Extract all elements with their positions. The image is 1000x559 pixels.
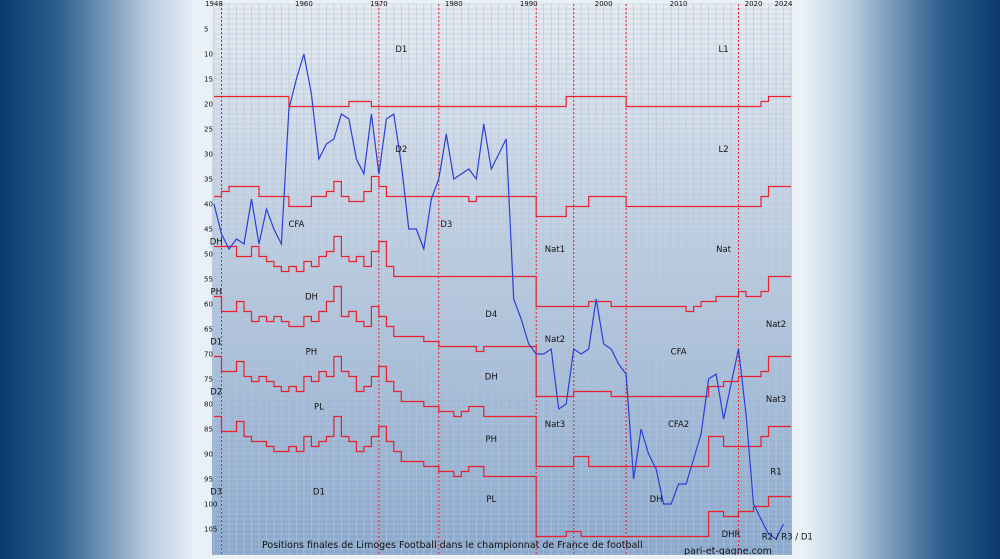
x-tick-label: 2010 [670, 0, 688, 8]
x-tick-label: 2000 [595, 0, 613, 8]
boundary-line [214, 285, 791, 398]
level-label: DH [485, 373, 498, 383]
level-label: Nat1 [545, 245, 565, 255]
level-label: R2 / R3 / D1 [762, 533, 813, 543]
level-label: CFA2 [668, 420, 689, 430]
y-tick-label: 75 [204, 376, 213, 384]
level-label: PL [314, 403, 324, 413]
level-label: D2 [395, 145, 407, 155]
x-tick-label: 2024 [775, 0, 793, 8]
level-label: DH [650, 495, 663, 505]
level-label: L2 [718, 145, 728, 155]
y-tick-label: 85 [204, 426, 213, 434]
x-tick-label: 1980 [445, 0, 463, 8]
y-tick-label: 50 [204, 251, 213, 259]
chart-title: Positions finales de Limoges Football da… [262, 540, 643, 551]
y-tick-label: 40 [204, 201, 213, 209]
boundary-line [214, 175, 791, 218]
level-label: Nat3 [545, 420, 565, 430]
level-label: Nat2 [545, 335, 565, 345]
league-boundaries [214, 95, 791, 538]
chart-source: pari-et-gagne.com [684, 546, 772, 555]
level-label: Nat [716, 245, 732, 255]
level-label: Nat2 [766, 320, 786, 330]
x-tick-label: 1960 [295, 0, 313, 8]
level-label: R1 [770, 468, 781, 478]
level-label: D3 [440, 220, 452, 230]
boundary-line [214, 235, 791, 313]
y-tick-label: 30 [204, 151, 213, 159]
level-label: D1 [210, 338, 222, 348]
level-label: Nat3 [766, 395, 786, 405]
level-label: PH [485, 435, 497, 445]
y-axis-ticks: 5 10 15 20 25 30 35 40 45 50 55 60 65 70 75 80 85 90 95 100… [204, 26, 217, 534]
x-tick-label: 1948 [205, 0, 223, 8]
y-tick-label: 45 [204, 226, 213, 234]
level-label: D3 [210, 488, 222, 498]
y-tick-label: 80 [204, 401, 213, 409]
x-tick-label: 2020 [745, 0, 763, 8]
level-label: CFA [288, 220, 304, 230]
level-label: PH [210, 288, 222, 298]
level-label: DH [210, 238, 223, 248]
level-label: D2 [210, 388, 222, 398]
level-label: D1 [395, 45, 407, 55]
y-tick-label: 15 [204, 76, 213, 84]
y-tick-label: 100 [204, 501, 217, 509]
boundary-line [214, 355, 791, 468]
level-label: PL [486, 495, 496, 505]
y-tick-label: 35 [204, 176, 213, 184]
y-tick-label: 70 [204, 351, 213, 359]
y-tick-label: 60 [204, 301, 213, 309]
x-tick-label: 1990 [520, 0, 538, 8]
level-label: DH [305, 293, 318, 303]
y-tick-label: 5 [204, 26, 208, 34]
plot-background [212, 4, 792, 555]
y-tick-label: 105 [204, 526, 217, 534]
level-label: PH [306, 348, 318, 358]
y-tick-label: 25 [204, 126, 213, 134]
level-label: D1 [313, 488, 325, 498]
y-tick-label: 90 [204, 451, 213, 459]
boundary-line [214, 415, 791, 538]
level-label: DHR [722, 530, 741, 540]
position-series [213, 53, 785, 540]
y-tick-label: 10 [204, 51, 213, 59]
y-tick-label: 65 [204, 326, 213, 334]
y-tick-label: 95 [204, 476, 213, 484]
level-labels: D1 L1 D2 L2 CFA D3 DH Nat1 Nat PH DH D4 Nat2 D1 Nat2 PH… [210, 45, 813, 543]
series-line [213, 53, 785, 540]
level-label: L1 [718, 45, 728, 55]
boundary-line [214, 95, 791, 108]
y-tick-label: 20 [204, 101, 213, 109]
y-tick-label: 55 [204, 276, 213, 284]
level-label: D4 [485, 310, 497, 320]
level-label: CFA [671, 348, 687, 358]
